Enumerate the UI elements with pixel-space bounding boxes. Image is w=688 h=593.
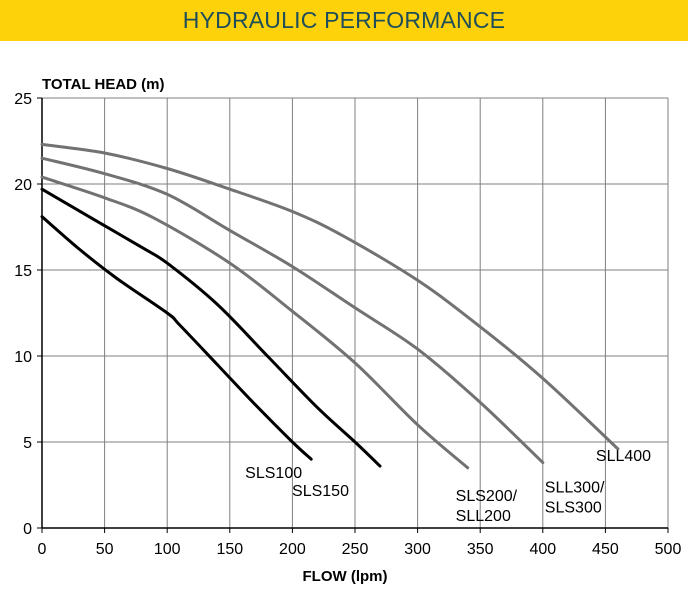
axes: 0 50 100 150 200 250 300 350 400 450 500 0 5 10 15 20 25… [14,76,681,585]
y-axis-label: TOTAL HEAD (m) [42,76,165,93]
x-tick-label: 100 [154,541,181,558]
header-banner: HYDRAULIC PERFORMANCE [0,0,688,41]
curve-sls200-sll200 [40,175,470,470]
x-tick-label: 50 [96,541,114,558]
curve-sll300-sls300 [40,156,545,465]
curve-label-sll400: SLL400 [596,448,651,465]
x-tick-label: 350 [467,541,494,558]
curve-label-sls100: SLS100 [245,465,302,482]
curve-sls100 [40,215,313,461]
curve-sls150 [40,187,382,468]
x-tick-label: 500 [655,541,682,558]
y-tick-label: 0 [23,521,32,538]
x-tick-label: 150 [216,541,243,558]
y-tick-label: 25 [14,91,32,108]
y-tick-label: 20 [14,177,32,194]
x-axis-label: FLOW (lpm) [303,568,388,585]
x-tick-label: 0 [38,541,47,558]
curve-label-sls200-sll200: SLS200/SLL200 [456,488,518,525]
x-tick-label: 300 [404,541,431,558]
x-tick-label: 250 [342,541,369,558]
x-tick-label: 200 [279,541,306,558]
curves [40,142,620,470]
curve-label-sls150: SLS150 [292,483,349,500]
y-tick-label: 5 [23,435,32,452]
curve-sll400 [40,142,620,451]
y-tick-label: 15 [14,263,32,280]
x-tick-label: 450 [592,541,619,558]
y-tick-label: 10 [14,349,32,366]
x-tick-label: 400 [529,541,556,558]
curve-label-sll300-sls300: SLL300/SLS300 [545,480,605,517]
grid [41,97,669,529]
page-title: HYDRAULIC PERFORMANCE [182,7,506,33]
